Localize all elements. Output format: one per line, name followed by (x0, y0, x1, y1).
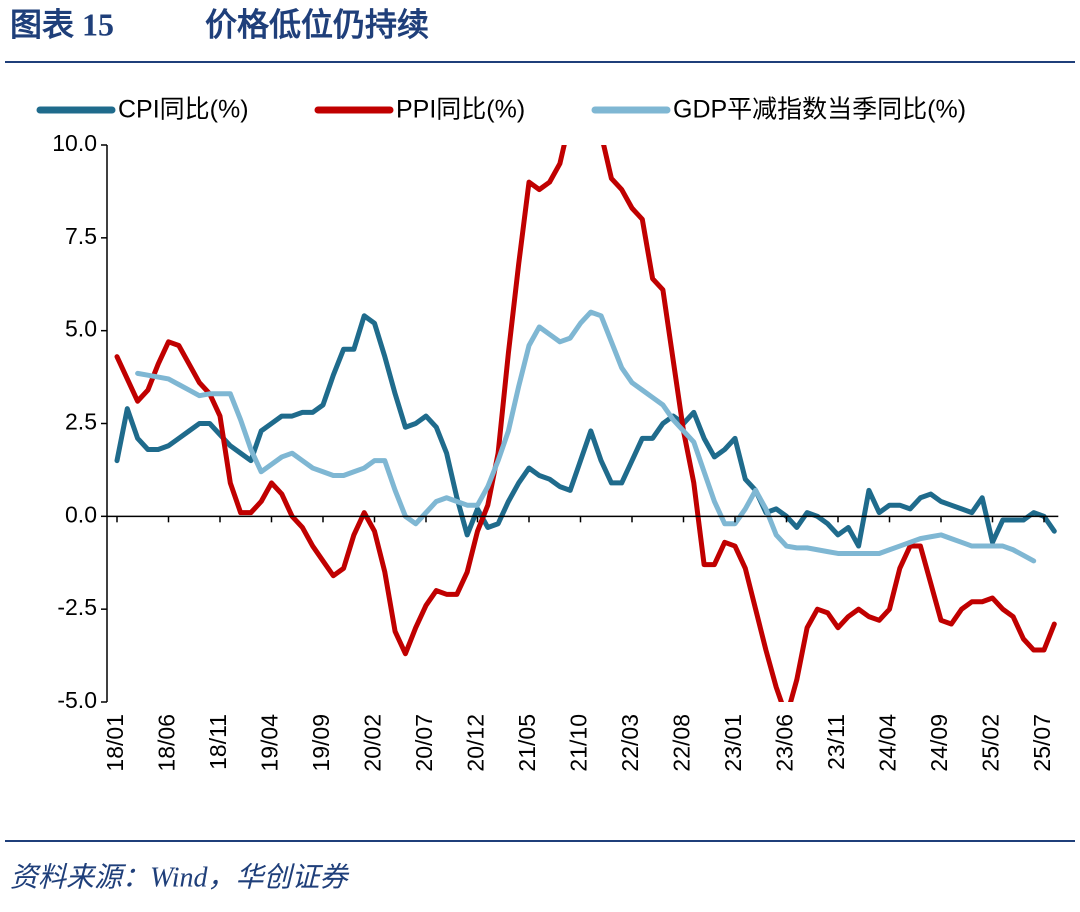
series-group (114, 145, 1057, 702)
x-tick-label: 18/06 (154, 714, 180, 772)
x-tick-label: 21/05 (514, 714, 540, 772)
y-tick-label: 7.5 (65, 223, 97, 249)
x-tick-label: 19/09 (308, 714, 334, 772)
x-tick-label: 20/12 (463, 714, 489, 772)
x-tick-label: 24/09 (926, 714, 952, 772)
series-line (114, 313, 1057, 549)
y-tick-label: 2.5 (65, 409, 97, 435)
x-tick-label: 25/02 (978, 714, 1004, 772)
y-tick-label: -5.0 (57, 687, 97, 713)
x-tick-label: 18/11 (205, 714, 231, 770)
x-tick-label: 24/04 (875, 714, 901, 772)
y-tick-label: 10.0 (52, 130, 97, 156)
x-tick-label: 21/10 (566, 714, 592, 772)
x-tick-label: 20/02 (360, 714, 386, 772)
chart-title: 价格低位仍持续 (205, 6, 429, 42)
x-tick-label: 25/07 (1029, 714, 1055, 772)
source-note: 资料来源：Wind，华创证券 (10, 862, 350, 893)
series-line (114, 145, 1057, 702)
x-tick-label: 19/04 (257, 714, 283, 772)
x-tick-label: 18/01 (102, 714, 128, 772)
plot-area (114, 145, 1057, 702)
x-tick-label: 20/07 (411, 714, 437, 772)
legend-label: GDP平减指数当季同比(%) (673, 96, 966, 124)
legend-label: CPI同比(%) (118, 96, 249, 124)
legend-label: PPI同比(%) (396, 96, 525, 124)
x-tick-label: 23/11 (823, 714, 849, 770)
x-tick-label: 22/03 (617, 714, 643, 772)
series-line (135, 309, 1037, 564)
figure-label: 图表 15 (10, 6, 114, 42)
y-tick-label: -2.5 (57, 594, 97, 620)
x-tick-label: 23/01 (720, 714, 746, 772)
x-tick-label: 23/06 (772, 714, 798, 772)
y-tick-label: 5.0 (65, 316, 97, 342)
y-tick-label: 0.0 (65, 501, 97, 527)
x-tick-label: 22/08 (669, 714, 695, 772)
